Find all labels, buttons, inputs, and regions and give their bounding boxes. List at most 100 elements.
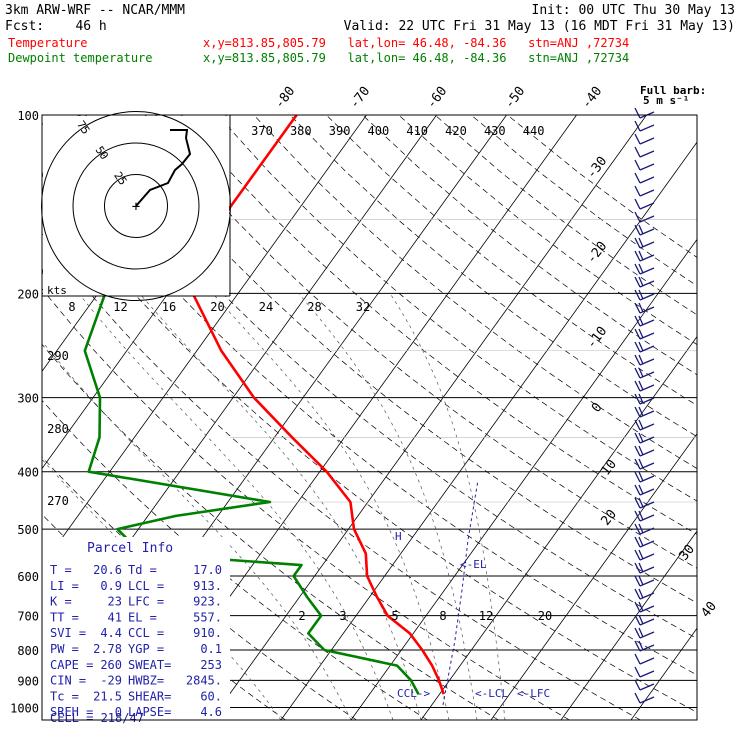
moist-adiabat [78,293,394,720]
hodograph-ring-label: 25 [111,169,129,187]
isotherm-label: 20 [599,507,620,529]
parcel-info-cell: EL = [128,610,157,624]
parcel-info-cell: 2.78 [93,642,122,656]
pressure-label: 400 [17,466,39,480]
mixing-ratio-label: 3 [339,609,346,623]
wind-barb [639,137,655,145]
dry-adiabat [181,115,697,535]
isotherm-line [280,141,697,720]
theta-e-label: 370 [251,124,273,138]
wind-barb [639,683,655,691]
isotherm-label: 10 [599,457,620,479]
parcel-info-cell: YGP = [128,642,164,656]
dry-adiabat [398,115,697,345]
wind-barb-flag [634,471,641,483]
wind-barb-flag [634,575,641,587]
parcel-marker: H [395,530,402,543]
wind-barb-flag [634,445,641,457]
wind-unit-label: Full barb: [640,84,706,97]
wind-barb-flag [634,484,641,496]
wind-barb-flag [638,588,644,599]
theta-e-label: 420 [445,124,467,138]
wind-barb-flag [634,549,641,561]
parcel-info-cell: 0 [115,705,122,719]
isotherm-line [350,238,697,720]
parcel-info-cell: LCL = [128,579,164,593]
dewpoint-legend: Dewpoint temperature [8,51,153,65]
wind-barb-flag [638,419,644,430]
init-time: Init: 00 UTC Thu 30 May 13 [532,3,736,18]
parcel-info-panel: Parcel Info T = 20.6 Td = 17.0 LI = 0.9 LCL = 9… [42,537,230,725]
wind-barb-flag [634,692,641,704]
theta-label: 290 [47,349,69,363]
parcel-info-cell: HWBZ= [128,674,164,688]
dry-adiabat [42,288,570,720]
ccl-marker-label: CCL-> [397,687,430,700]
wind-barb-flag [638,497,644,508]
wind-barb-flag [638,432,644,443]
speed-tick-label: 12 [113,300,127,314]
parcel-info-cell: 253 [200,658,222,672]
isotherm-line [420,335,697,720]
dry-adiabat [72,115,697,640]
isotherm-line [701,115,740,720]
parcel-info-cell: 0.1 [200,642,222,656]
wind-barb-flag [638,614,644,625]
wind-barb-flag [634,354,641,366]
wind-barb-flag [634,185,641,197]
wind-barb-flag [638,458,644,469]
wind-barb-flag [634,432,641,444]
wind-barb-flag [634,666,641,678]
parcel-info-cell: 21.5 [93,689,122,703]
wind-unit-value: 5 m s⁻¹ [643,94,689,107]
theta-e-label: 400 [368,124,390,138]
dry-adiabat [108,115,697,604]
parcel-info-cell: 23 [108,595,122,609]
mixing-ratio-label: 5 [391,609,398,623]
parcel-info-cell: PW = [50,642,79,656]
dry-adiabat [42,232,641,720]
parcel-info-cell: LFC = [128,595,164,609]
wind-barb-flag [634,653,641,665]
wind-barb-flag [638,263,644,274]
wind-barb-flag [634,328,641,340]
moist-adiabat [212,293,450,720]
isotherm-line [42,115,367,567]
pressure-label: 500 [17,523,39,537]
moist-adiabat [389,293,506,720]
isotherm-label: 0 [589,400,606,415]
wind-barb-flag [634,510,641,522]
parcel-info-cell: 4.4 [100,626,122,640]
pressure-label: 600 [17,570,39,584]
mixing-ratio-label: 8 [439,609,446,623]
hodograph-ring [72,142,200,270]
parcel-info-cell: CCL = [128,626,164,640]
dry-adiabat [253,115,697,469]
isotherm-label: -10 [584,324,610,352]
wind-barb-flag [638,627,644,638]
temperature-location: x,y=813.85,805.79 lat,lon= 46.48, -84.36… [203,36,629,50]
dry-adiabat [144,115,697,569]
lcl-marker-label: <-LCL [475,687,508,700]
speed-tick-label: 16 [162,300,176,314]
wind-barb-flag [634,614,641,626]
parcel-info-cell: SHEAR= [128,689,171,703]
parcel-info-cell: LI = [50,579,79,593]
wind-barb-flag [634,237,641,249]
wind-barb [639,163,655,171]
isotherm-line [210,115,647,720]
wind-barb [639,124,655,132]
speed-tick-label: 20 [210,300,224,314]
hodograph-origin: + [132,199,140,215]
parcel-info-cell: 60. [200,689,222,703]
wind-barb-flag [634,458,641,470]
wind-barb-flag [634,341,641,353]
speed-tick-label: 32 [356,300,370,314]
wind-barb-flag [634,640,641,652]
parcel-info-cell: 20.6 [93,563,122,577]
el-marker-label: <-EL [460,558,487,571]
wind-barb-flag [634,627,641,639]
wind-barb-flag [638,510,644,521]
